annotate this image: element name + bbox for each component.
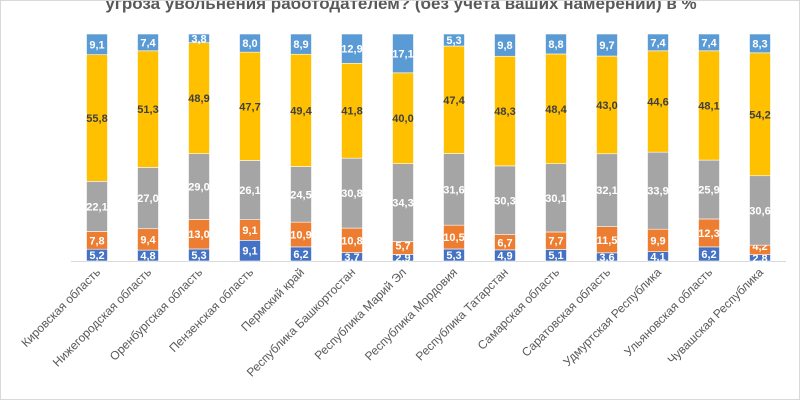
data-label: 9,4 (140, 234, 156, 246)
data-label: 5,2 (89, 250, 104, 262)
bar-segment-4 (239, 33, 261, 53)
data-label: 30,8 (341, 188, 362, 200)
data-label: 8,8 (548, 39, 563, 51)
data-label: 24,5 (290, 189, 311, 201)
data-label: 2,8 (752, 253, 767, 265)
data-label: 9,7 (599, 40, 614, 52)
bar-segment-4 (698, 33, 720, 52)
data-label: 5,1 (548, 250, 563, 262)
data-label: 43,0 (596, 100, 617, 112)
bar-segment-4 (137, 33, 159, 52)
data-label: 7,4 (140, 37, 156, 49)
data-label: 9,1 (242, 225, 257, 237)
data-label: 32,1 (596, 185, 617, 197)
data-label: 22,1 (86, 201, 107, 213)
category-label: Ульяновская область (621, 265, 715, 359)
category-label: Республика Марий Эл (312, 265, 409, 362)
data-label: 34,3 (392, 198, 413, 210)
data-label: 7,4 (701, 37, 717, 49)
data-label: 47,4 (443, 95, 465, 107)
data-label: 10,5 (443, 232, 464, 244)
data-label: 48,3 (494, 106, 515, 118)
data-label: 29,0 (188, 182, 209, 194)
data-label: 3,6 (599, 252, 614, 264)
category-label: Саратовская область (519, 265, 613, 359)
data-label: 40,0 (392, 113, 413, 125)
category-label: Удмуртская Республика (560, 265, 664, 369)
data-label: 13,0 (188, 229, 209, 241)
data-label: 8,9 (293, 39, 308, 51)
bar-segment-4 (596, 33, 618, 57)
data-label: 12,9 (341, 44, 362, 56)
data-label: 7,7 (548, 236, 563, 248)
data-label: 4,1 (650, 251, 665, 263)
data-label: 9,8 (497, 40, 512, 52)
data-label: 6,2 (701, 249, 716, 261)
category-label: Республика Татарстан (413, 265, 511, 363)
data-label: 6,2 (293, 249, 308, 261)
data-label: 5,3 (446, 35, 461, 47)
data-label: 8,0 (242, 38, 257, 50)
bar-segment-4 (341, 33, 363, 64)
bar-segment-4 (647, 33, 669, 52)
data-label: 11,5 (597, 235, 618, 247)
data-label: 10,9 (290, 230, 311, 242)
bar-segment-4 (290, 33, 312, 55)
data-label: 8,3 (752, 38, 767, 50)
data-label: 5,3 (191, 250, 206, 262)
category-label: Оренбургская область (107, 265, 205, 363)
data-label: 27,0 (137, 193, 158, 205)
data-label: 41,8 (341, 106, 362, 118)
data-label: 5,7 (395, 241, 410, 253)
data-label: 49,4 (290, 105, 312, 117)
bar-segment-4 (86, 33, 108, 55)
category-label: Пензенская область (166, 265, 256, 355)
data-label: 4,9 (497, 250, 512, 262)
data-label: 48,1 (698, 100, 719, 112)
data-label: 47,7 (239, 101, 260, 113)
data-label: 30,6 (749, 205, 770, 217)
data-label: 4,8 (140, 251, 155, 263)
data-label: 2,9 (395, 253, 410, 265)
bar-segment-4 (188, 33, 210, 43)
data-label: 5,3 (446, 250, 461, 262)
data-label: 9,1 (89, 39, 104, 51)
data-label: 54,2 (749, 109, 770, 121)
bar-segment-4 (443, 33, 465, 47)
data-label: 17,1 (392, 48, 413, 60)
data-label: 9,9 (650, 235, 665, 247)
bar-segment-4 (494, 33, 516, 57)
data-label: 25,9 (698, 185, 719, 197)
data-label: 30,3 (494, 195, 515, 207)
data-label: 48,9 (188, 93, 209, 105)
data-label: 51,3 (137, 104, 158, 116)
data-label: 3,8 (191, 33, 206, 45)
data-label: 26,1 (239, 185, 260, 197)
data-label: 55,8 (86, 113, 107, 125)
data-label: 12,3 (698, 228, 719, 240)
data-label: 9,1 (242, 246, 257, 258)
data-label: 30,1 (545, 193, 566, 205)
category-label: Нижегородская область (50, 265, 154, 369)
category-label: Республика Мордовия (362, 265, 460, 363)
data-label: 31,6 (443, 184, 464, 196)
data-label: 48,4 (545, 104, 567, 116)
category-label: Чувашская Республика (665, 265, 767, 367)
data-label: 10,8 (341, 235, 362, 247)
data-label: 33,9 (647, 186, 668, 198)
bar-segment-4 (749, 33, 771, 54)
data-label: 3,7 (344, 252, 359, 264)
bar-segment-4 (545, 33, 567, 55)
chart-title: угроза увольнения работодателем? (без уч… (105, 0, 697, 13)
data-label: 6,7 (497, 237, 512, 249)
data-label: 7,4 (650, 37, 666, 49)
data-label: 44,6 (647, 96, 668, 108)
bar-segment-4 (392, 33, 414, 74)
data-label: 7,8 (89, 235, 104, 247)
